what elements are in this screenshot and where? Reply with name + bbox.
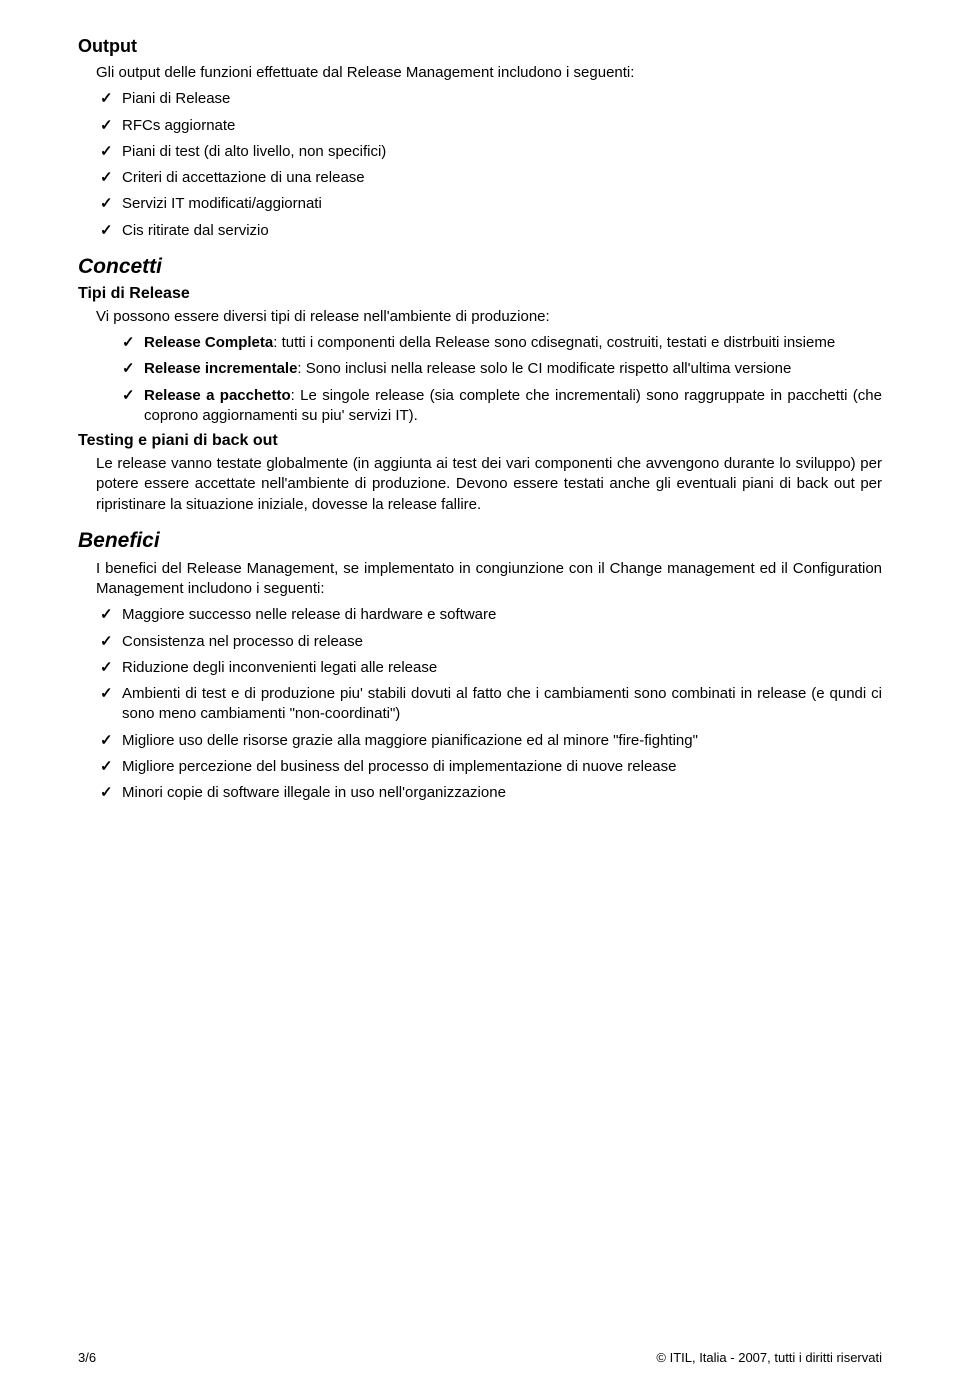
benefici-intro: I benefici del Release Management, se im…	[96, 559, 882, 600]
list-item-bold: Release Completa	[144, 334, 273, 351]
list-item-rest: : Sono inclusi nella release solo le CI …	[297, 360, 791, 377]
page-footer: 3/6 © ITIL, Italia - 2007, tutti i dirit…	[78, 1350, 882, 1365]
list-item: Release Completa: tutti i componenti del…	[78, 333, 882, 353]
list-item: Migliore percezione del business del pro…	[78, 757, 882, 777]
list-item-bold: Release a pacchetto	[144, 387, 291, 404]
list-item: Migliore uso delle risorse grazie alla m…	[78, 731, 882, 751]
testing-heading: Testing e piani di back out	[78, 432, 882, 450]
tipi-heading: Tipi di Release	[78, 285, 882, 303]
list-item-bold: Release incrementale	[144, 360, 297, 377]
list-item: Release a pacchetto: Le singole release …	[78, 386, 882, 427]
output-list: Piani di Release RFCs aggiornate Piani d…	[78, 89, 882, 241]
benefici-heading: Benefici	[78, 529, 882, 553]
list-item: Riduzione degli inconvenienti legati all…	[78, 658, 882, 678]
output-heading: Output	[78, 36, 882, 57]
list-item: RFCs aggiornate	[78, 116, 882, 136]
list-item: Cis ritirate dal servizio	[78, 221, 882, 241]
list-item: Maggiore successo nelle release di hardw…	[78, 605, 882, 625]
tipi-list: Release Completa: tutti i componenti del…	[78, 333, 882, 426]
document-page: Output Gli output delle funzioni effettu…	[0, 0, 960, 1389]
list-item-rest: : tutti i componenti della Release sono …	[273, 334, 835, 351]
benefici-list: Maggiore successo nelle release di hardw…	[78, 605, 882, 803]
output-intro: Gli output delle funzioni effettuate dal…	[96, 63, 882, 83]
footer-copyright: © ITIL, Italia - 2007, tutti i diritti r…	[656, 1350, 882, 1365]
concetti-heading: Concetti	[78, 255, 882, 279]
testing-body: Le release vanno testate globalmente (in…	[96, 454, 882, 515]
list-item: Piani di test (di alto livello, non spec…	[78, 142, 882, 162]
list-item: Minori copie di software illegale in uso…	[78, 783, 882, 803]
tipi-intro: Vi possono essere diversi tipi di releas…	[96, 307, 882, 327]
list-item: Ambienti di test e di produzione piu' st…	[78, 684, 882, 725]
list-item: Piani di Release	[78, 89, 882, 109]
list-item: Servizi IT modificati/aggiornati	[78, 194, 882, 214]
list-item: Release incrementale: Sono inclusi nella…	[78, 359, 882, 379]
footer-page-number: 3/6	[78, 1350, 96, 1365]
list-item: Criteri di accettazione di una release	[78, 168, 882, 188]
list-item: Consistenza nel processo di release	[78, 632, 882, 652]
